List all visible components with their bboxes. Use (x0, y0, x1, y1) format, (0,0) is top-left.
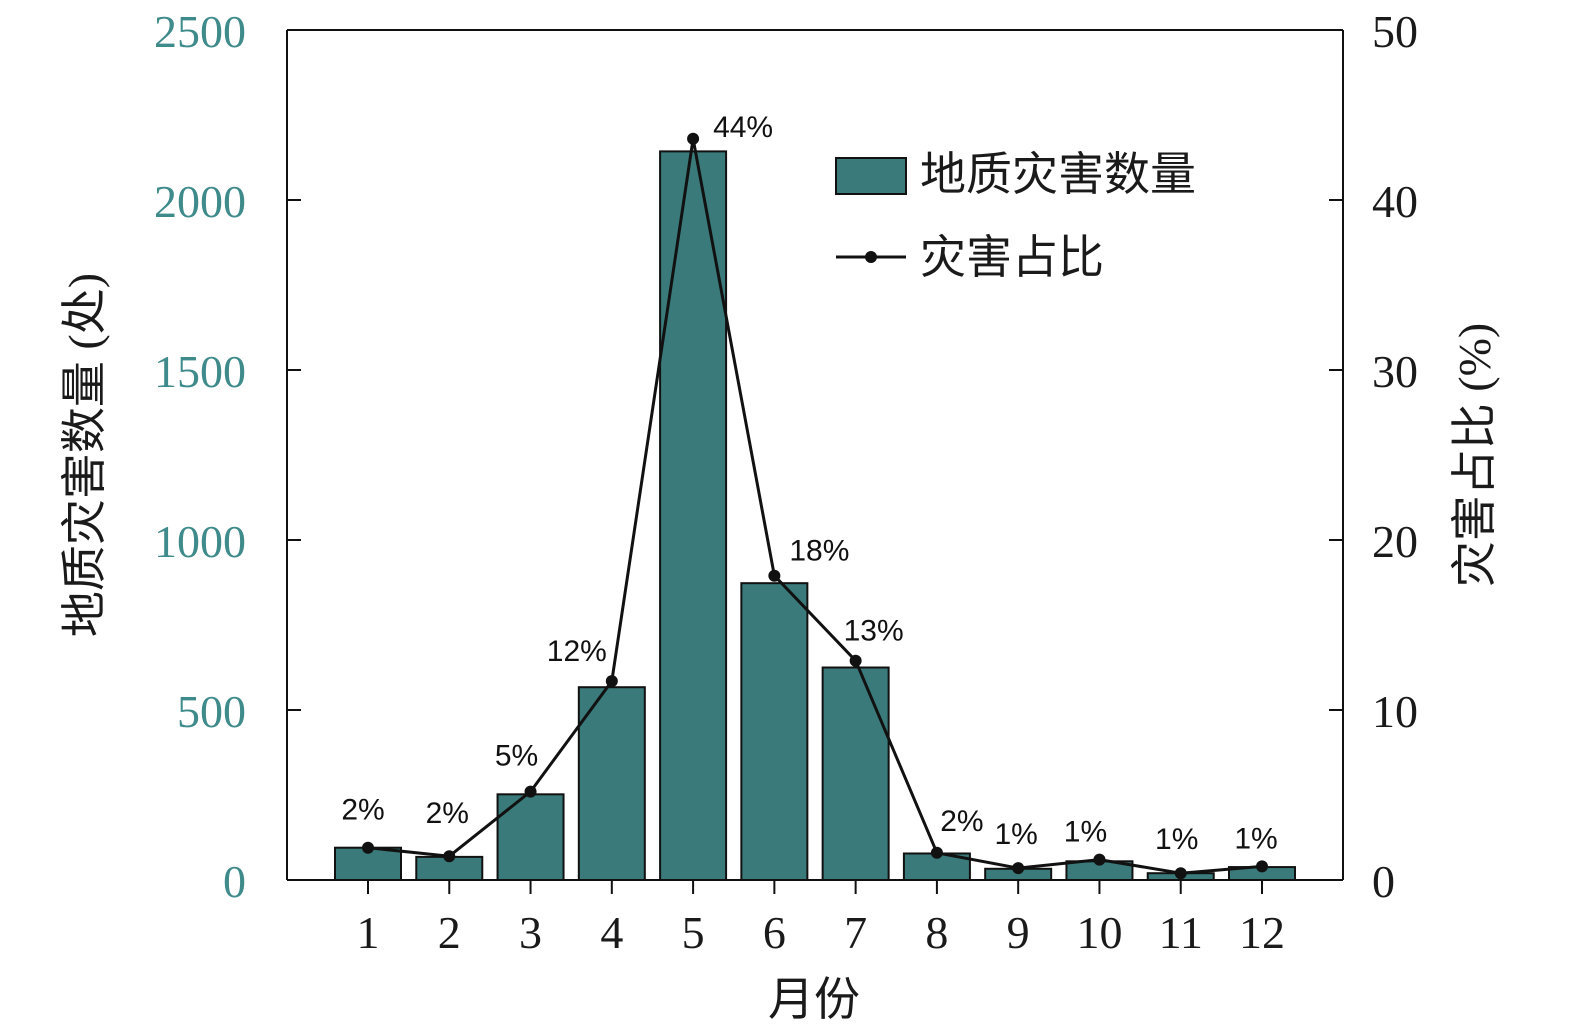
y2-tick-label: 40 (1372, 176, 1418, 227)
legend-bar-label: 地质灾害数量 (920, 149, 1196, 200)
data-label: 5% (495, 740, 538, 773)
line-point (443, 850, 456, 863)
line-point (524, 785, 537, 798)
x-tick-label: 6 (763, 907, 786, 958)
x-tick-label: 11 (1159, 907, 1203, 958)
data-label: 1% (995, 818, 1038, 851)
line-point (605, 675, 618, 688)
data-label: 18% (789, 535, 849, 568)
legend-line-label: 灾害占比 (920, 232, 1104, 283)
line-point (1012, 862, 1025, 875)
data-label: 1% (1234, 822, 1277, 855)
x-tick-label: 8 (925, 907, 948, 958)
bar (577, 686, 646, 881)
line-point (1174, 867, 1187, 880)
data-labels: 2% 2% 5% 12% 44% 18% 13% 2% 1% 1% 1% 1% (341, 111, 1277, 856)
x-tick-label: 4 (600, 907, 623, 958)
x-tick-label: 1 (357, 907, 380, 958)
y-axis-title: 地质灾害数量 (处) (59, 273, 110, 637)
line-point (1093, 853, 1106, 866)
line-point (849, 654, 862, 667)
y-tick-label: 500 (177, 686, 246, 737)
bar (659, 150, 728, 881)
y-tick-label: 2000 (154, 176, 246, 227)
data-label: 12% (547, 635, 607, 668)
x-tick-label: 2 (438, 907, 461, 958)
data-label: 44% (713, 111, 773, 144)
line-point (1256, 860, 1268, 873)
data-label: 2% (940, 805, 983, 838)
line-point (768, 569, 781, 582)
ratio-line (362, 132, 1268, 880)
line-point (930, 846, 943, 859)
legend-bar-swatch (835, 157, 907, 195)
x-tick-label: 10 (1076, 907, 1122, 958)
line-point (362, 841, 374, 854)
y2-tick-label: 0 (1372, 856, 1395, 907)
x-tick-label: 9 (1007, 907, 1030, 958)
line-point (687, 132, 700, 145)
y-tick-label: 2500 (154, 6, 246, 57)
bars (334, 150, 1296, 882)
legend: 地质灾害数量 灾害占比 (835, 149, 1196, 283)
y2-tick-label: 10 (1372, 686, 1418, 737)
y-tick-label: 1500 (154, 346, 246, 397)
y2-tick-label: 20 (1372, 516, 1418, 567)
data-label: 1% (1155, 823, 1198, 856)
x-tick-label: 12 (1239, 907, 1285, 958)
data-label: 13% (844, 615, 904, 648)
data-label: 2% (426, 797, 469, 830)
y2-axis-title: 灾害占比 (%) (1449, 323, 1500, 587)
y2-tick-label: 30 (1372, 346, 1418, 397)
x-tick-label: 3 (519, 907, 542, 958)
data-label: 2% (341, 794, 384, 827)
x-tick-label: 7 (844, 907, 867, 958)
x-axis-title: 月份 (768, 974, 860, 1025)
legend-line-marker (865, 251, 877, 263)
bar (740, 582, 809, 881)
bar (496, 793, 565, 882)
y2-tick-label: 50 (1372, 6, 1418, 57)
y-tick-label: 1000 (154, 516, 246, 567)
bar (821, 666, 890, 881)
y-tick-label: 0 (223, 856, 246, 907)
data-label: 1% (1064, 816, 1107, 849)
ratio-line-path (367, 138, 1263, 875)
x-tick-label: 5 (682, 907, 705, 958)
